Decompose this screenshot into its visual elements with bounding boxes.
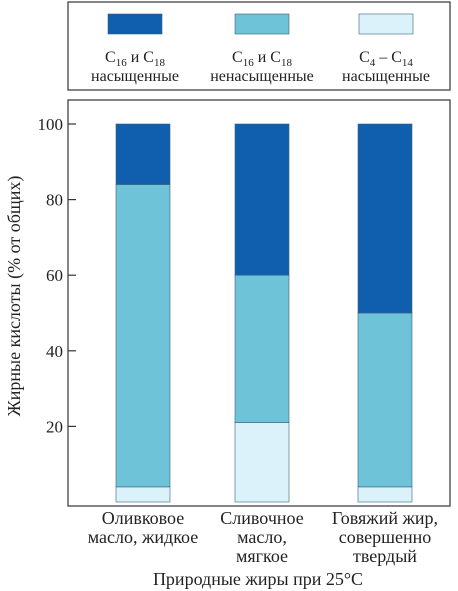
x-axis-label: Природные жиры при 25°C: [153, 569, 363, 589]
x-category-label: Сливочное: [220, 508, 303, 528]
y-tick-label: 40: [46, 342, 63, 361]
bar-segment: [115, 123, 171, 185]
bars: [115, 123, 413, 503]
bar-segment: [234, 274, 290, 423]
legend-swatch: [107, 13, 163, 35]
legend-label: насыщенные: [91, 68, 179, 85]
legend-label: C16 и C18: [232, 49, 292, 69]
x-category-label: масло, жидкое: [88, 527, 199, 547]
legend-label: ненасыщенные: [210, 68, 314, 85]
x-category-label: Говяжий жир,: [332, 508, 438, 528]
x-category-label: Оливковое: [102, 508, 185, 528]
y-tick-label: 100: [38, 115, 64, 134]
legend-label: C4 – C14: [359, 49, 413, 69]
x-category-label: твердый: [353, 546, 417, 566]
y-tick-label: 20: [46, 417, 63, 436]
bar-segment: [357, 486, 413, 503]
legend-label: насыщенные: [342, 68, 430, 85]
bar-segment: [115, 486, 171, 503]
bar-segment: [234, 422, 290, 503]
bar-segment: [357, 123, 413, 314]
x-category-label: масло,: [237, 527, 287, 547]
y-axis-ticks: 20 40 60 80 100: [38, 115, 76, 436]
bar-segment: [115, 184, 171, 488]
y-axis-label: Жирные кислоты (% от общих): [4, 176, 25, 417]
legend-label: C16 и C18: [105, 49, 165, 69]
x-category-label: мягкое: [236, 546, 288, 566]
legend-swatch: [234, 13, 290, 35]
bar-segment: [234, 123, 290, 276]
y-tick-label: 80: [46, 191, 63, 210]
bar-segment: [357, 312, 413, 488]
x-category-label: совершенно: [339, 527, 432, 547]
legend-swatch: [358, 13, 414, 35]
y-tick-label: 60: [46, 266, 63, 285]
